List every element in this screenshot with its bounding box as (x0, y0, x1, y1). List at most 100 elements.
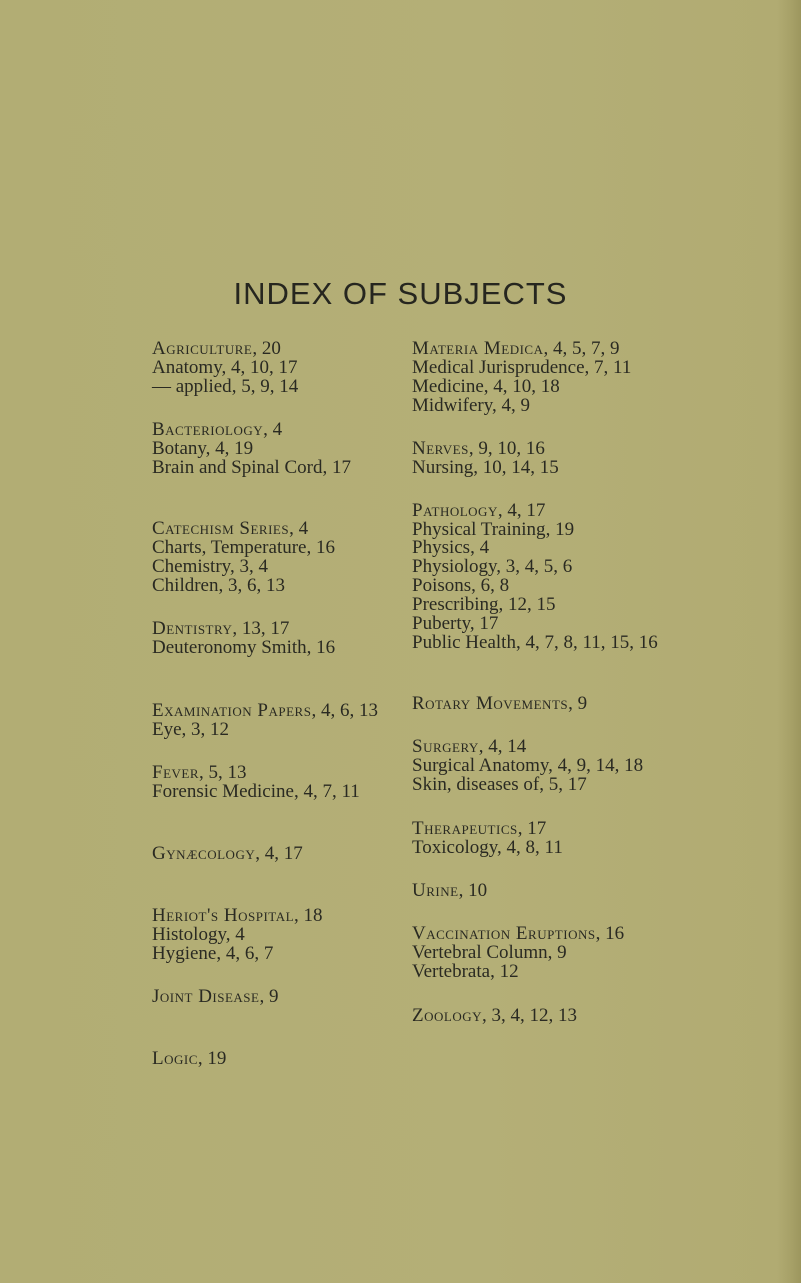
index-entry-subject: Midwifery (412, 395, 493, 416)
index-entry-pages: , 17 (517, 818, 547, 839)
index-entry: Vertebrata, 12 (412, 961, 519, 983)
index-entry-pages: , 13, 17 (232, 618, 290, 639)
index-entry-subject: Histology (152, 924, 226, 945)
index-entry-pages: , 4, 19 (205, 438, 254, 459)
index-entry-subject: Hygiene (152, 943, 217, 964)
index-entry: Eye, 3, 12 (152, 719, 229, 741)
index-entry-pages: , 4, 7, 11 (293, 781, 360, 802)
index-entry-pages: , 18 (294, 905, 323, 926)
index-entry: Physics, 4 (412, 537, 489, 559)
index-entry-subject: Botany (152, 438, 206, 459)
index-entry-subject: Prescribing (412, 594, 499, 615)
index-entry-pages: , 4 (225, 924, 245, 945)
index-entry-pages: , 3, 4 (229, 556, 268, 577)
index-entry-pages: , 3, 4, 5, 6 (496, 556, 573, 577)
index-entry-subject: Anatomy (152, 357, 222, 378)
index-entry-subject: Catechism Series (152, 518, 290, 539)
index-entry: Pathology, 4, 17 (412, 500, 545, 522)
index-entry: Rotary Movements, 9 (412, 693, 587, 715)
index-entry: Agriculture, 20 (152, 338, 281, 360)
index-entry-pages: , 4, 14 (478, 736, 527, 757)
index-entry: Medicine, 4, 10, 18 (412, 376, 560, 398)
index-entry-subject: Rotary Movements (412, 693, 569, 714)
index-entry: Physical Training, 19 (412, 519, 574, 541)
index-entry: — applied, 5, 9, 14 (152, 376, 298, 398)
index-entry-pages: , 10, 14, 15 (473, 457, 559, 478)
index-entry: Public Health, 4, 7, 8, 11, 15, 16 (412, 632, 658, 654)
index-entry-subject: Physiology (412, 556, 497, 577)
index-entry-subject: Brain and Spinal Cord (152, 457, 323, 478)
index-entry-pages: , 16 (306, 637, 336, 658)
index-entry-subject: Therapeutics (412, 818, 518, 839)
index-entry: Materia Medica, 4, 5, 7, 9 (412, 338, 619, 360)
index-entry-subject: Forensic Medicine (152, 781, 294, 802)
index-entry-pages: , 5, 17 (539, 774, 587, 795)
index-entry-pages: , 3, 12 (181, 719, 230, 740)
index-entry-subject: Surgical Anatomy (412, 755, 549, 776)
index-entry-subject: Public Health (412, 632, 516, 653)
index-entry-subject: Medical Jurisprudence (412, 357, 585, 378)
index-entry: Zoology, 3, 4, 12, 13 (412, 1005, 577, 1027)
index-entry: Bacteriology, 4 (152, 419, 282, 441)
index-entry: Chemistry, 3, 4 (152, 556, 268, 578)
index-entry-subject: Eye (152, 719, 182, 740)
index-entry-pages: , 9 (259, 986, 279, 1007)
index-entry: Hygiene, 4, 6, 7 (152, 943, 273, 965)
index-entry-pages: , 4 (470, 537, 490, 558)
index-entry-pages: , 4, 5, 7, 9 (543, 338, 620, 359)
index-entry-pages: , 4 (263, 419, 283, 440)
index-entry: Nursing, 10, 14, 15 (412, 457, 559, 479)
index-entry: Skin, diseases of, 5, 17 (412, 774, 587, 796)
index-entry-subject: Nerves (412, 438, 469, 459)
index-entry: Joint Disease, 9 (152, 986, 278, 1008)
index-entry-subject: Vertebral Column (412, 942, 548, 963)
page-title: INDEX OF SUBJECTS (233, 276, 568, 311)
index-entry-subject: Chemistry (152, 556, 230, 577)
index-entry-pages: , 4, 6, 13 (311, 700, 378, 721)
index-entry: Medical Jurisprudence, 7, 11 (412, 357, 631, 379)
index-entry-subject: Vaccination Eruptions (412, 923, 596, 944)
index-entry: Anatomy, 4, 10, 17 (152, 357, 297, 379)
index-entry-subject: Physical Training (412, 519, 546, 540)
index-entry-pages: , 6, 8 (471, 575, 510, 596)
index-entry: Heriot's Hospital, 18 (152, 905, 323, 927)
index-entry-subject: Heriot's Hospital (152, 905, 295, 926)
index-entry-subject: Bacteriology (152, 419, 264, 440)
index-entry: Surgical Anatomy, 4, 9, 14, 18 (412, 755, 643, 777)
index-entry: Poisons, 6, 8 (412, 575, 509, 597)
index-entry-pages: , 20 (252, 338, 281, 359)
index-entry-pages: , 12 (490, 961, 519, 982)
index-entry-subject: — applied (152, 376, 232, 397)
index-entry-pages: , 9 (547, 942, 567, 963)
index-entry-subject: Charts, Temperature (152, 537, 307, 558)
index-entry: Therapeutics, 17 (412, 818, 546, 840)
index-entry: Vertebral Column, 9 (412, 942, 567, 964)
index-entry: Prescribing, 12, 15 (412, 594, 556, 616)
index-entry-subject: Pathology (412, 500, 498, 521)
index-entry-pages: , 5, 13 (199, 762, 247, 783)
index-entry-subject: Examination Papers (152, 700, 312, 721)
index-entry-pages: , 4, 8, 11 (497, 837, 563, 858)
index-entry-pages: , 4, 9, 14, 18 (548, 755, 644, 776)
index-entry-pages: , 4, 9 (492, 395, 531, 416)
index-entry: Histology, 4 (152, 924, 245, 946)
index-entry: Catechism Series, 4 (152, 518, 308, 540)
index-entry-pages: , 4, 10, 18 (483, 376, 560, 397)
index-entry: Urine, 10 (412, 880, 487, 902)
index-entry-subject: Skin, diseases of (412, 774, 540, 795)
index-entry-subject: Nursing (412, 457, 474, 478)
index-entry-pages: , 12, 15 (498, 594, 556, 615)
index-entry-subject: Joint Disease (152, 986, 260, 1007)
index-entry-pages: , 3, 4, 12, 13 (482, 1005, 577, 1026)
index-entry-pages: , 4, 17 (497, 500, 546, 521)
index-entry-pages: , 10 (458, 880, 488, 901)
index-entry-subject: Poisons (412, 575, 472, 596)
index-entry-pages: , 4 (289, 518, 309, 539)
index-entry: Gynæcology, 4, 17 (152, 843, 303, 865)
index-entry-pages: , 5, 9, 14 (231, 376, 299, 397)
index-entry-subject: Medicine (412, 376, 484, 397)
index-entry: Toxicology, 4, 8, 11 (412, 837, 563, 859)
index-entry-pages: , 4, 7, 8, 11, 15, 16 (515, 632, 658, 653)
index-entry-pages: , 17 (322, 457, 351, 478)
index-entry-subject: Materia Medica (412, 338, 544, 359)
